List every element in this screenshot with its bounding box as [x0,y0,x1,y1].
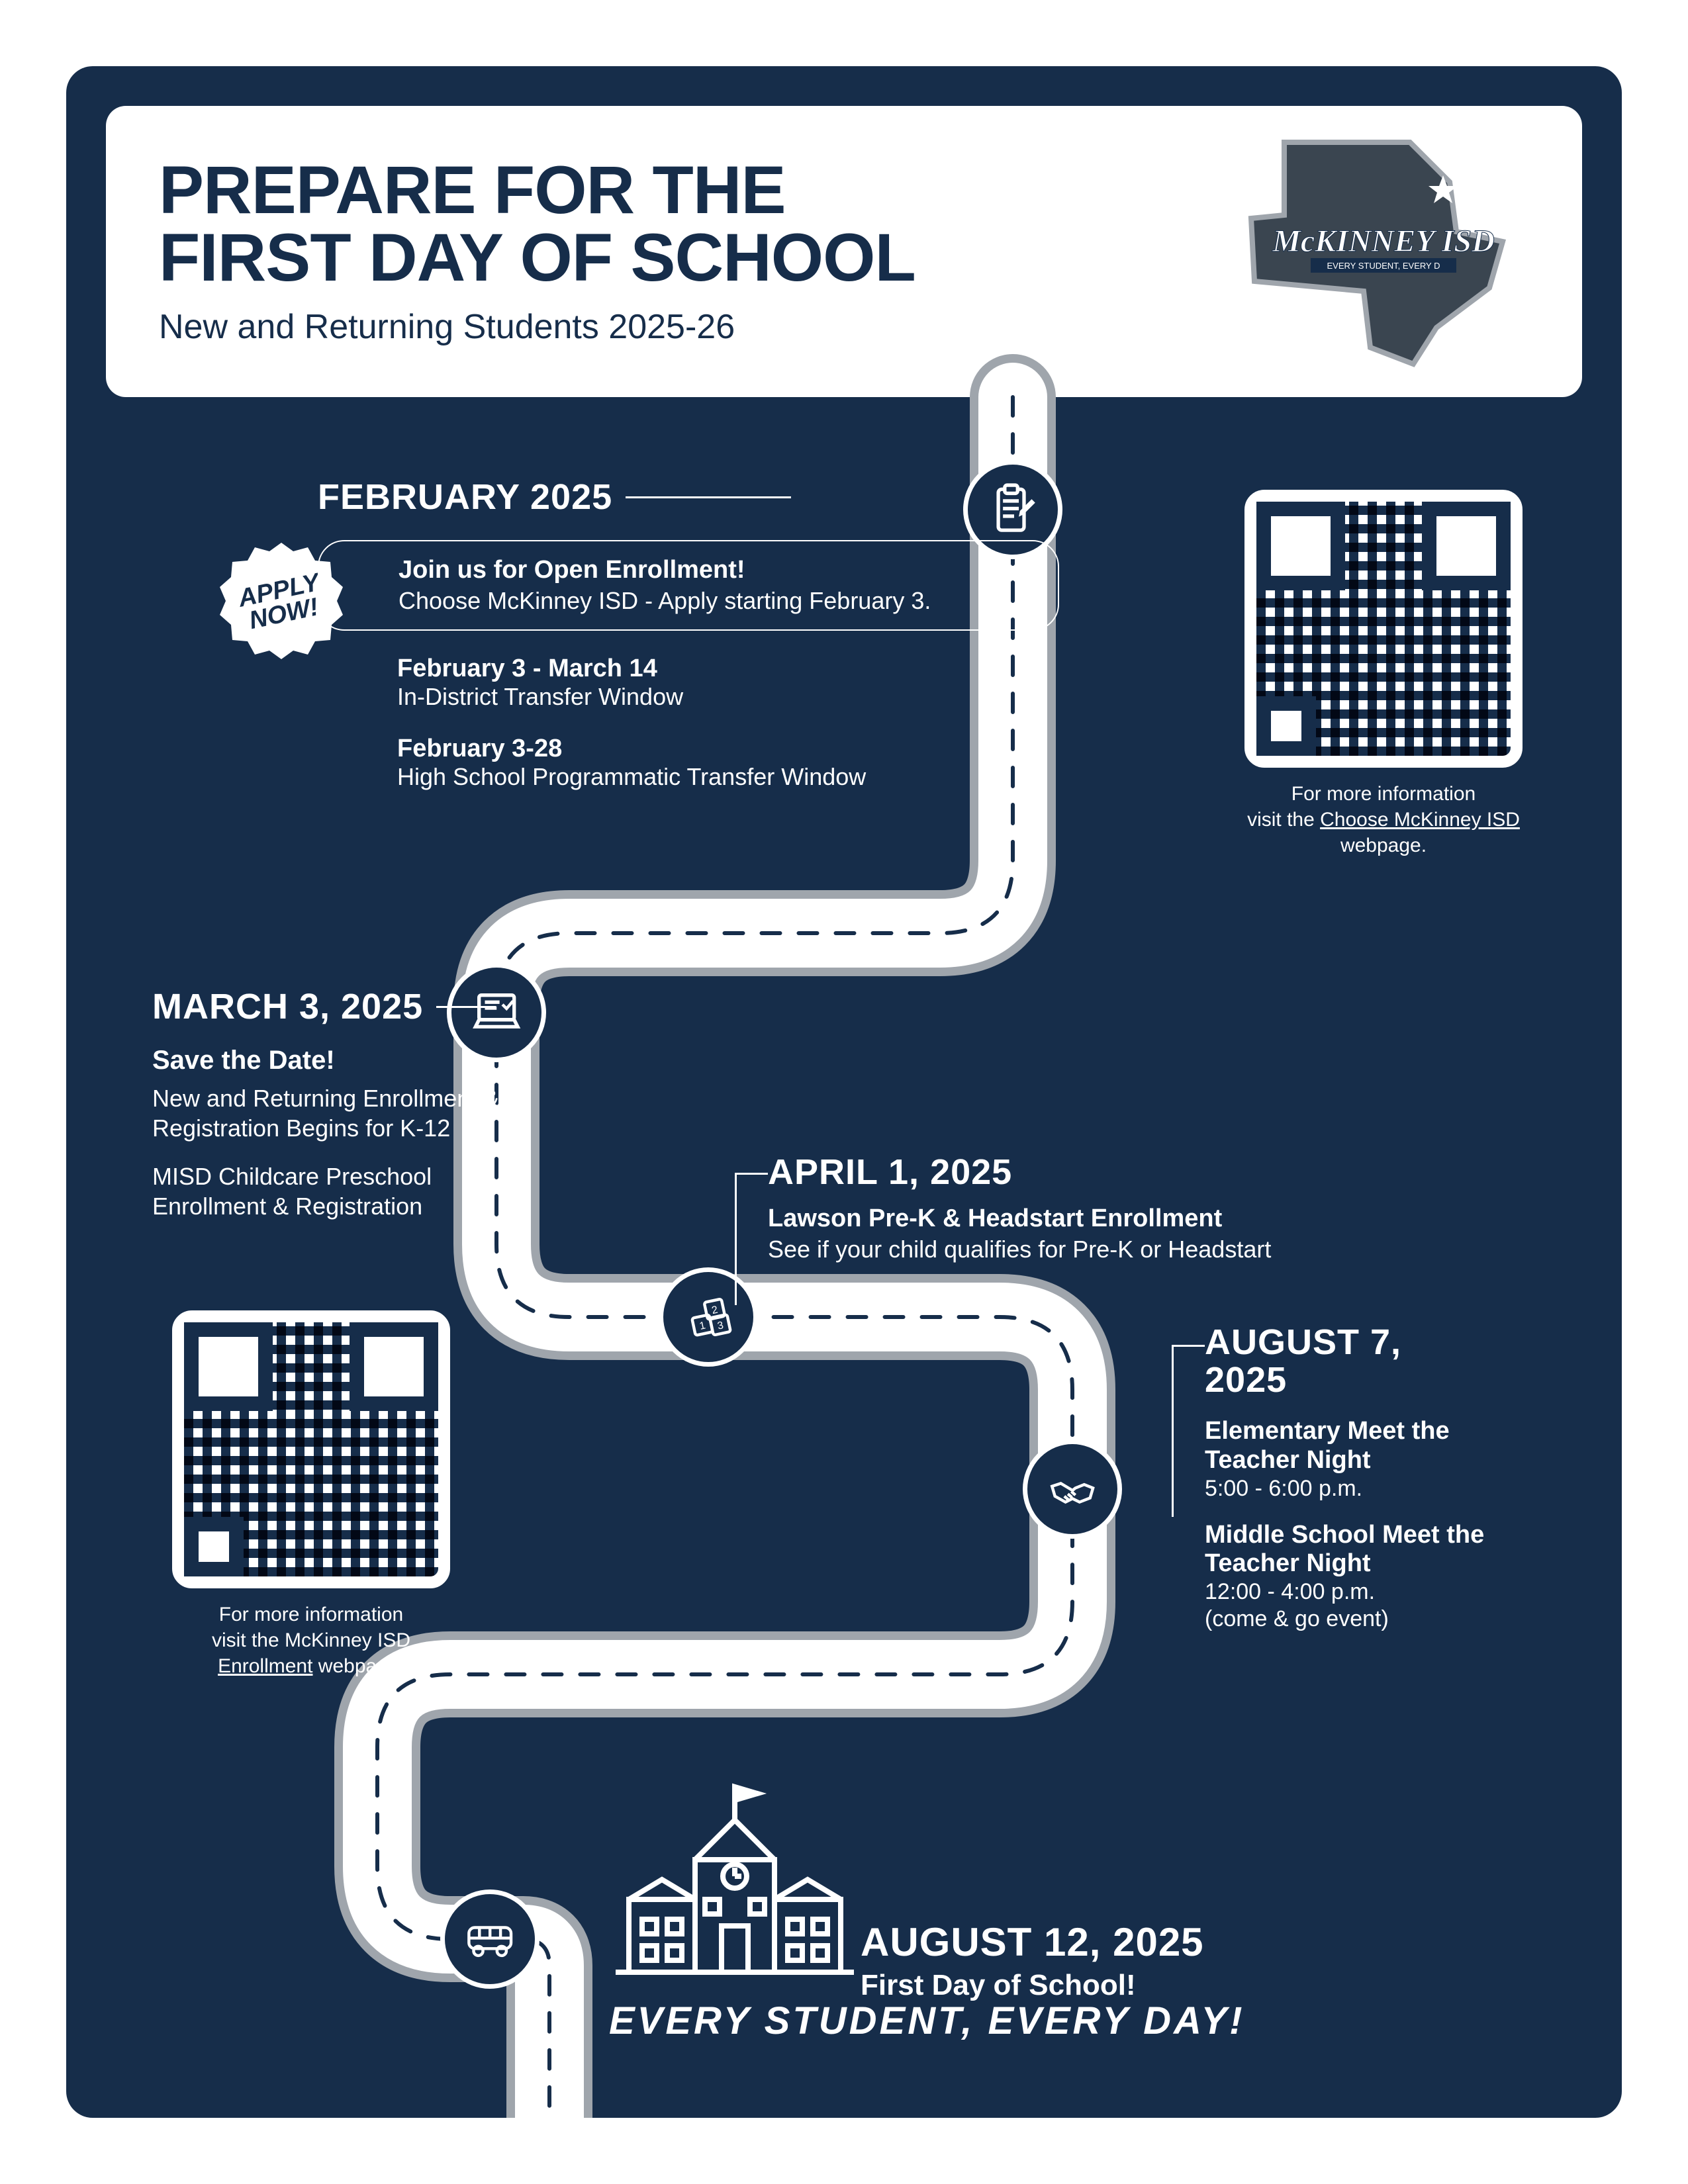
aug7-blk1-text: 5:00 - 6:00 p.m. [1205,1475,1549,1502]
svg-text:2: 2 [710,1304,718,1316]
bracket [1172,1345,1205,1517]
page: PREPARE FOR THE FIRST DAY OF SCHOOL New … [66,66,1622,2118]
august-12-section: AUGUST 12, 2025 First Day of School! [861,1919,1523,2002]
bus-icon [440,1889,539,1989]
rule [626,496,791,498]
callout-text: Choose McKinney ISD - Apply starting Feb… [399,587,1031,615]
aug12-title: AUGUST 12, 2025 [861,1919,1204,1965]
february-section: FEBRUARY 2025 Join us for Open Enrollmen… [318,477,1059,791]
march-section: MARCH 3, 2025 Save the Date! New and Ret… [152,986,536,1221]
svg-text:EVERY STUDENT, EVERY D: EVERY STUDENT, EVERY D [1327,261,1440,271]
page-subtitle: New and Returning Students 2025-26 [159,307,915,347]
page-title: PREPARE FOR THE FIRST DAY OF SCHOOL [159,156,915,291]
aug7-title-l1: AUGUST 7, [1205,1324,1549,1361]
tagline: EVERY STUDENT, EVERY DAY! [609,1999,1245,2043]
qr-right-caption: For more information visit the Choose Mc… [1238,781,1529,858]
mar-bold: Save the Date! [152,1046,536,1075]
svg-text:3: 3 [716,1320,724,1332]
aug12-bold: First Day of School! [861,1969,1523,2002]
handshake-icon [1023,1439,1122,1539]
mar-text1: New and Returning Enrollment & Registrat… [152,1083,536,1143]
qr-code-icon[interactable] [1244,490,1523,768]
header-card: PREPARE FOR THE FIRST DAY OF SCHOOL New … [106,106,1582,397]
apr-title: APRIL 1, 2025 [768,1152,1012,1193]
open-enrollment-callout: Join us for Open Enrollment! Choose McKi… [318,540,1059,631]
header-text: PREPARE FOR THE FIRST DAY OF SCHOOL New … [159,156,915,347]
qr-choose-misd: For more information visit the Choose Mc… [1238,490,1529,858]
qr-left-caption: For more information visit the McKinney … [159,1602,463,1679]
aug7-blk1-bold: Elementary Meet the Teacher Night [1205,1417,1549,1475]
aug7-title-l2: 2025 [1205,1361,1549,1399]
aug7-blk2-bold: Middle School Meet the Teacher Night [1205,1521,1549,1578]
mar-title: MARCH 3, 2025 [152,986,423,1027]
school-building-icon [616,1767,854,1992]
title-line-1: PREPARE FOR THE [159,152,786,228]
august-7-section: AUGUST 7, 2025 Elementary Meet the Teach… [1205,1324,1549,1633]
feb-row2-bold: February 3-28 [397,735,1059,763]
mckinney-isd-logo: McKINNEY ISD EVERY STUDENT, EVERY D [1238,129,1529,374]
apr-bold: Lawson Pre-K & Headstart Enrollment [768,1205,1430,1233]
callout-bold: Join us for Open Enrollment! [399,556,1031,584]
rule [436,1006,496,1008]
april-section: APRIL 1, 2025 Lawson Pre-K & Headstart E… [768,1152,1430,1263]
mar-text2: MISD Childcare Preschool Enrollment & Re… [152,1161,536,1221]
svg-text:McKINNEY ISD: McKINNEY ISD [1272,224,1495,259]
aug7-blk2-text1: 12:00 - 4:00 p.m. [1205,1578,1549,1606]
apr-text: See if your child qualifies for Pre-K or… [768,1236,1430,1263]
qr-code-icon[interactable] [172,1310,450,1588]
qr-enrollment: For more information visit the McKinney … [159,1310,463,1679]
enrollment-link[interactable]: Enrollment [218,1655,312,1677]
choose-misd-link[interactable]: Choose McKinney ISD [1320,809,1520,831]
title-line-2: FIRST DAY OF SCHOOL [159,220,915,295]
feb-title: FEBRUARY 2025 [318,477,612,518]
feb-row1-text: In-District Transfer Window [397,683,1059,711]
feb-row1-bold: February 3 - March 14 [397,655,1059,683]
aug7-blk2-text2: (come & go event) [1205,1606,1549,1633]
feb-row2-text: High School Programmatic Transfer Window [397,763,1059,791]
bracket [735,1173,768,1305]
svg-text:1: 1 [698,1320,706,1332]
